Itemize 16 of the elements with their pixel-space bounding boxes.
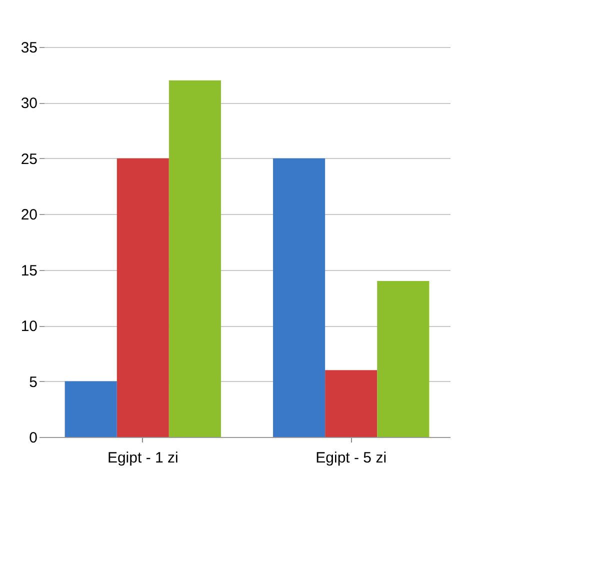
y-tick-label: 30 bbox=[20, 95, 38, 112]
y-tick-label: 10 bbox=[20, 318, 38, 336]
bar bbox=[64, 381, 117, 437]
x-tick-label: Egipt - 5 zi bbox=[316, 450, 387, 466]
y-tick-label: 35 bbox=[20, 40, 38, 56]
bar bbox=[325, 370, 378, 437]
x-tick-label: Egipt - 1 zi bbox=[107, 450, 178, 466]
y-tick-label: 5 bbox=[29, 374, 38, 391]
bar bbox=[273, 158, 326, 437]
y-tick-label: 0 bbox=[29, 430, 38, 446]
y-tick-label: 20 bbox=[20, 206, 38, 224]
bar bbox=[116, 158, 169, 437]
bar bbox=[168, 80, 221, 437]
y-tick-label: 15 bbox=[20, 262, 38, 280]
bar bbox=[377, 281, 430, 437]
y-tick-label: 25 bbox=[20, 150, 38, 168]
